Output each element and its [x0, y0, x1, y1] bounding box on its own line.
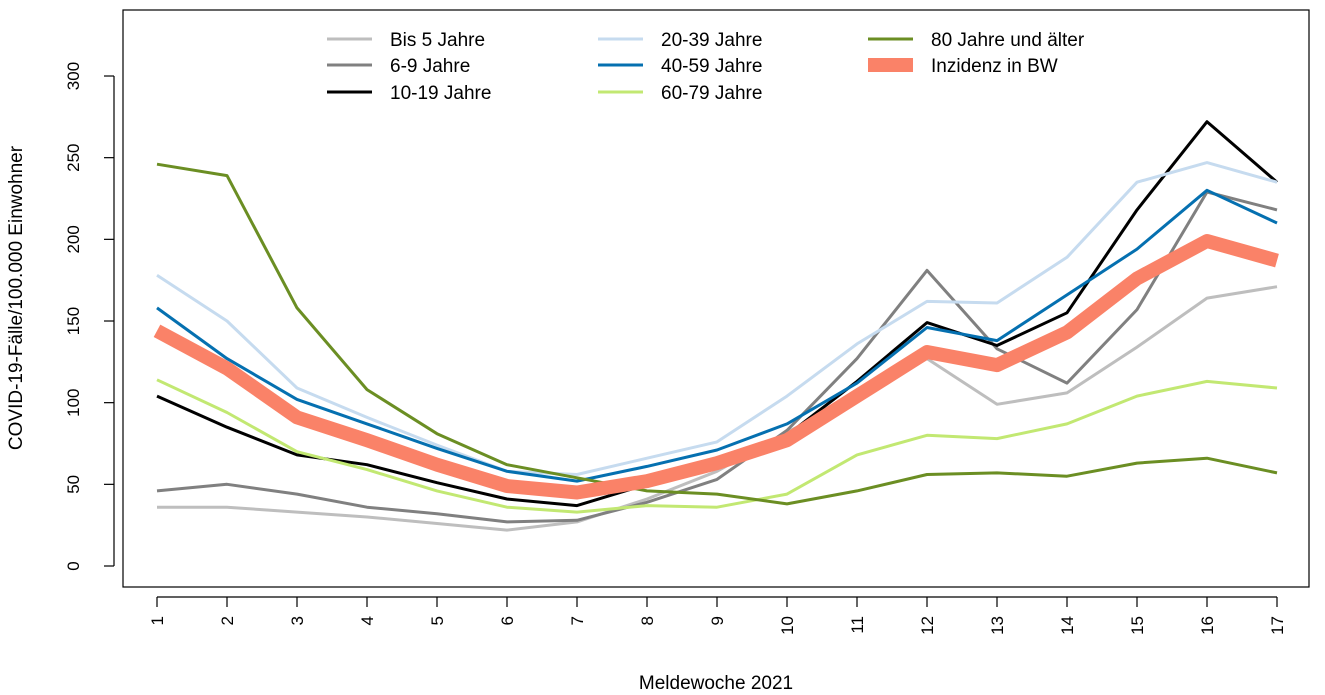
x-tick-label: 14 [1058, 616, 1077, 635]
x-tick-label: 17 [1268, 616, 1287, 635]
y-tick-label: 250 [64, 143, 83, 171]
x-tick-label: 1 [148, 616, 167, 625]
legend-label: Bis 5 Jahre [390, 30, 485, 51]
legend-label: 10-19 Jahre [390, 83, 491, 104]
y-tick-label: 50 [64, 475, 83, 494]
x-tick-label: 8 [638, 616, 657, 625]
legend-label: 6-9 Jahre [390, 56, 470, 77]
y-tick-label: 300 [64, 62, 83, 90]
series-line-6 [156, 162, 1278, 506]
x-tick-label: 13 [988, 616, 1007, 635]
series-line-4 [156, 188, 1278, 483]
series-line-5 [156, 378, 1278, 514]
y-axis-label: COVID-19-Fälle/100.000 Einwohner [6, 145, 27, 450]
y-axis: 0 50 100 150 200 250 300 [64, 62, 115, 571]
legend: Bis 5 Jahre 6-9 Jahre 10-19 Jahre 20-39 Jah… [327, 30, 1085, 104]
x-tick-label: 6 [498, 616, 517, 625]
legend-label: 80 Jahre und älter [931, 30, 1085, 51]
y-tick-label: 100 [64, 388, 83, 416]
y-tick-label: 150 [64, 307, 83, 335]
y-tick-label: 200 [64, 225, 83, 253]
series-line-1 [156, 190, 1278, 524]
plot-frame [122, 9, 1310, 588]
series-line-3 [156, 161, 1278, 476]
legend-label: Inzidenz in BW [931, 56, 1058, 77]
x-tick-label: 2 [218, 616, 237, 625]
x-tick-label: 3 [288, 616, 307, 625]
x-axis: 1 2 3 4 5 6 7 8 9 10 11 12 13 14 15 16 17 [148, 596, 1287, 635]
series-line-0 [157, 285, 1278, 532]
x-tick-label: 15 [1128, 616, 1147, 635]
x-tick-label: 11 [848, 616, 867, 634]
legend-label: 20-39 Jahre [661, 30, 762, 51]
x-tick-label: 12 [918, 616, 937, 635]
x-tick-label: 7 [568, 616, 587, 625]
x-axis-label: Meldewoche 2021 [639, 673, 793, 694]
legend-label: 40-59 Jahre [661, 56, 762, 77]
x-tick-label: 10 [778, 616, 797, 635]
x-tick-label: 9 [708, 616, 727, 625]
x-tick-label: 4 [358, 616, 377, 625]
legend-label: 60-79 Jahre [661, 83, 762, 104]
y-tick-label: 0 [64, 561, 83, 570]
series-lines [153, 120, 1279, 532]
x-tick-label: 5 [428, 616, 447, 625]
series-line-7 [153, 234, 1279, 500]
x-tick-label: 16 [1198, 616, 1217, 635]
